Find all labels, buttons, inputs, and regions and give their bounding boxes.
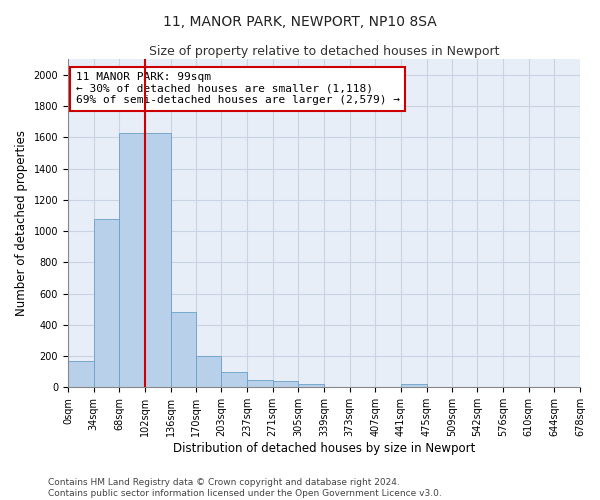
Bar xyxy=(221,372,247,388)
Bar xyxy=(196,356,221,388)
Bar xyxy=(272,381,298,388)
Bar xyxy=(401,384,427,388)
Bar xyxy=(94,218,119,388)
Bar xyxy=(68,361,94,388)
Text: Contains HM Land Registry data © Crown copyright and database right 2024.
Contai: Contains HM Land Registry data © Crown c… xyxy=(48,478,442,498)
Bar xyxy=(145,132,170,388)
Bar xyxy=(119,132,145,388)
X-axis label: Distribution of detached houses by size in Newport: Distribution of detached houses by size … xyxy=(173,442,475,455)
Bar xyxy=(247,380,272,388)
Bar xyxy=(170,312,196,388)
Text: 11, MANOR PARK, NEWPORT, NP10 8SA: 11, MANOR PARK, NEWPORT, NP10 8SA xyxy=(163,15,437,29)
Text: 11 MANOR PARK: 99sqm
← 30% of detached houses are smaller (1,118)
69% of semi-de: 11 MANOR PARK: 99sqm ← 30% of detached h… xyxy=(76,72,400,106)
Y-axis label: Number of detached properties: Number of detached properties xyxy=(15,130,28,316)
Title: Size of property relative to detached houses in Newport: Size of property relative to detached ho… xyxy=(149,45,499,58)
Bar xyxy=(298,384,324,388)
